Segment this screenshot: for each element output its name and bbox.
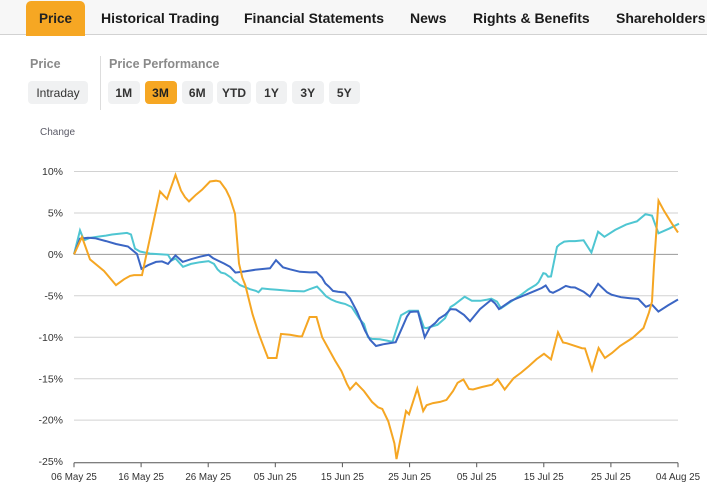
svg-text:Change: Change	[40, 127, 75, 138]
svg-text:06 May 25: 06 May 25	[51, 472, 97, 483]
svg-text:15 Jul 25: 15 Jul 25	[524, 472, 564, 483]
svg-text:15 Jun 25: 15 Jun 25	[321, 472, 365, 483]
svg-text:5%: 5%	[48, 208, 63, 220]
svg-text:05 Jun 25: 05 Jun 25	[254, 472, 298, 483]
svg-text:25 Jul 25: 25 Jul 25	[591, 472, 631, 483]
svg-text:26 May 25: 26 May 25	[185, 472, 231, 483]
svg-text:-25%: -25%	[38, 456, 63, 468]
svg-text:05 Jul 25: 05 Jul 25	[457, 472, 497, 483]
svg-text:25 Jun 25: 25 Jun 25	[388, 472, 432, 483]
svg-text:-10%: -10%	[38, 332, 63, 344]
svg-text:-15%: -15%	[38, 373, 63, 385]
svg-text:-5%: -5%	[44, 290, 63, 302]
svg-text:16 May 25: 16 May 25	[118, 472, 164, 483]
svg-text:04 Aug 25: 04 Aug 25	[656, 472, 701, 483]
svg-text:0%: 0%	[48, 249, 63, 261]
svg-text:-20%: -20%	[38, 415, 63, 427]
svg-text:10%: 10%	[42, 166, 63, 178]
